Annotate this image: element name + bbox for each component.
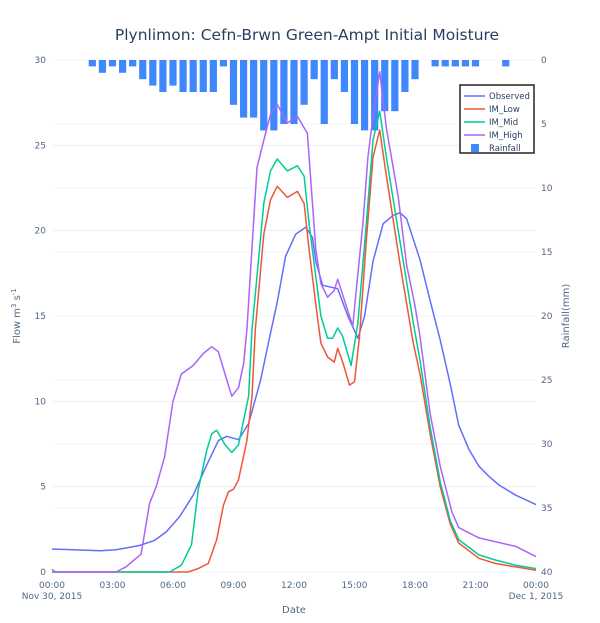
legend-item-rainfall[interactable]: Rainfall	[471, 144, 521, 154]
rainfall-bar	[118, 60, 127, 73]
rainfall-bar	[108, 60, 117, 67]
rainfall-bar	[199, 60, 207, 92]
gridlines	[52, 59, 536, 573]
series-line-im-low	[52, 129, 537, 573]
legend-item-observed[interactable]: Observed	[464, 92, 530, 102]
legend-label: Observed	[489, 92, 530, 102]
flow-lines	[51, 71, 537, 573]
y-tick-label: 5	[40, 483, 46, 493]
x-tick-label: 09:00	[221, 581, 247, 591]
rainfall-bar	[431, 60, 439, 67]
rainfall-bar	[300, 60, 308, 105]
x-tick-date: Nov 30, 2015	[22, 592, 83, 602]
series-line-im-high	[51, 71, 537, 573]
legend-item-im-mid[interactable]: IM_Mid	[464, 118, 518, 128]
rainfall-bar	[371, 60, 379, 131]
y-tick-label: 10	[35, 397, 47, 407]
rainfall-bar	[381, 60, 389, 112]
x-axis-ticks: 00:00 03:00 06:00 09:00 12:00 15:00 18:00 21:00…	[22, 581, 564, 602]
y2-tick-label: 5	[541, 120, 547, 130]
y2-tick-label: 20	[541, 312, 553, 322]
rainfall-bar	[320, 60, 328, 124]
x-tick-label: 21:00	[463, 581, 489, 591]
rainfall-bar	[250, 60, 258, 118]
y2-tick-label: 35	[541, 504, 552, 514]
x-tick-label: 12:00	[281, 581, 307, 591]
y2-axis-title: Rainfall(mm)	[561, 284, 572, 349]
rainfall-bar	[290, 60, 298, 124]
legend-label: IM_Low	[489, 105, 520, 115]
rainfall-bar	[219, 60, 228, 67]
rainfall-bar	[280, 60, 288, 124]
y-tick-label: 30	[35, 56, 47, 66]
y2-tick-label: 10	[541, 184, 553, 194]
rainfall-bar	[461, 60, 470, 67]
rainfall-bar	[229, 60, 238, 105]
y2-axis-ticks: 0 5 10 15 20 25 30 35 40	[541, 56, 553, 578]
legend-swatch	[471, 144, 479, 152]
y2-tick-label: 15	[541, 248, 552, 258]
y2-tick-label: 40	[541, 568, 553, 578]
x-tick-label: 18:00	[402, 581, 428, 591]
y2-tick-label: 25	[541, 376, 552, 386]
rainfall-bar	[310, 60, 318, 80]
y-tick-label: 20	[35, 227, 47, 237]
y2-tick-label: 30	[541, 440, 553, 450]
chart-title: Plynlimon: Cefn-Brwn Green-Ampt Initial …	[115, 26, 499, 44]
y2-tick-label: 0	[541, 56, 547, 66]
rainfall-bar	[471, 60, 480, 67]
rainfall-bar	[270, 60, 278, 131]
rainfall-bar	[350, 60, 359, 124]
rainfall-bar	[360, 60, 369, 131]
x-tick-label: 00:00	[39, 581, 65, 591]
series-line-observed	[51, 211, 537, 552]
legend-item-im-high[interactable]: IM_High	[464, 131, 523, 141]
legend-label: Rainfall	[489, 144, 521, 154]
x-axis-title: Date	[282, 605, 306, 616]
rainfall-bar	[239, 60, 248, 118]
rainfall-bar	[330, 60, 338, 80]
series-line-im-mid	[52, 110, 537, 573]
rainfall-bar	[129, 60, 137, 67]
rainfall-bar	[209, 60, 217, 92]
legend-item-im-low[interactable]: IM_Low	[464, 105, 520, 115]
y-tick-label: 25	[35, 141, 46, 151]
rainfall-bar	[451, 60, 459, 67]
rainfall-bar	[88, 60, 96, 67]
y-axis-ticks: 0 5 10 15 20 25 30	[35, 56, 47, 578]
rainfall-bar	[98, 60, 107, 73]
rainfall-bar	[340, 60, 349, 92]
x-tick-label: 00:00	[523, 581, 549, 591]
rainfall-bar	[139, 60, 147, 80]
rainfall-bar	[401, 60, 409, 92]
x-tick-label: 06:00	[160, 581, 186, 591]
rainfall-bar	[391, 60, 399, 112]
x-tick-label: 03:00	[100, 581, 126, 591]
y-tick-label: 15	[35, 312, 46, 322]
x-tick-label: 15:00	[342, 581, 368, 591]
legend[interactable]: Observed IM_Low IM_Mid IM_High Rainfall	[459, 84, 535, 154]
rainfall-bar	[159, 60, 167, 92]
rainfall-bars	[88, 60, 510, 131]
y-axis-title: Flow m3 s-1	[10, 288, 23, 344]
rainfall-bar	[502, 60, 510, 67]
rainfall-bar	[260, 60, 268, 131]
legend-label: IM_Mid	[489, 118, 518, 128]
legend-label: IM_High	[489, 131, 523, 141]
y-tick-label: 0	[40, 568, 46, 578]
rainfall-bar	[179, 60, 187, 92]
rainfall-bar	[169, 60, 177, 86]
rainfall-bar	[441, 60, 449, 67]
rainfall-bar	[411, 60, 419, 80]
rainfall-bar	[189, 60, 197, 92]
x-tick-date: Dec 1, 2015	[509, 592, 564, 602]
rainfall-bar	[149, 60, 157, 86]
